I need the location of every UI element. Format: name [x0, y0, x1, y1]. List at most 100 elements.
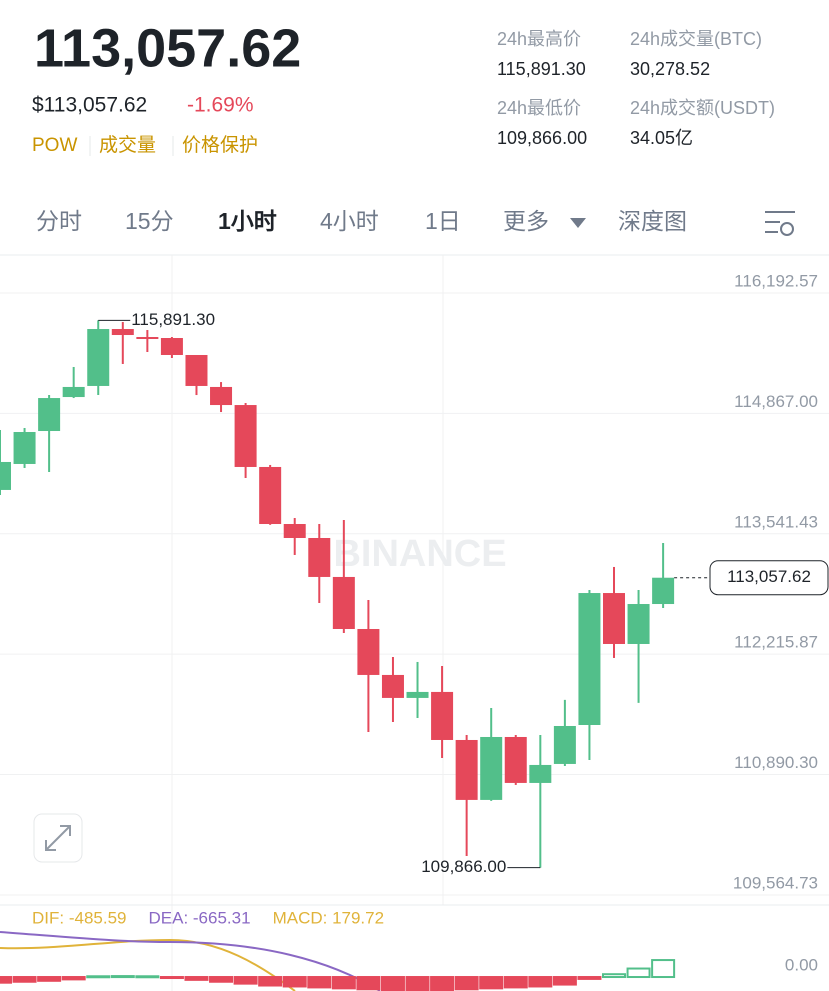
candle-body — [160, 338, 183, 355]
y-tick-label: 113,541.43 — [734, 512, 818, 531]
macd-bar — [37, 976, 62, 982]
tag[interactable]: POW — [32, 135, 77, 156]
macd-bar — [135, 975, 160, 979]
y-tick-label: 116,192.57 — [734, 271, 818, 290]
last-price-box — [709, 560, 829, 596]
candle-body — [185, 354, 208, 386]
y-tick-label: 110,890.30 — [734, 753, 818, 772]
macd-bar — [503, 976, 528, 989]
dif-line — [0, 938, 296, 991]
candle-body — [62, 386, 85, 398]
candle-body — [13, 432, 36, 464]
stat-label: 24h最高价 — [497, 29, 581, 49]
macd-bar — [430, 976, 455, 991]
candle-body — [332, 576, 355, 629]
macd-bar — [454, 976, 479, 991]
macd-bar — [282, 976, 307, 988]
candle-body — [431, 691, 454, 740]
macd-bar — [159, 976, 184, 980]
macd-bar — [405, 976, 430, 991]
macd-bar — [331, 976, 356, 990]
macd-bar — [479, 976, 504, 990]
macd-bar — [110, 975, 135, 979]
candle-body — [578, 593, 601, 725]
candle-body — [406, 691, 429, 698]
tab[interactable]: 深度图 — [618, 208, 687, 234]
candle-body — [357, 628, 380, 675]
candle-body — [0, 461, 11, 490]
tab[interactable]: 15分 — [125, 208, 174, 234]
legend-entry: DIF: -485.59 — [32, 908, 127, 927]
candle-body — [553, 725, 576, 764]
candle-chart: BINANCE 116,192.57 114,867.00 113,541.43 112… — [0, 271, 829, 896]
macd-bar — [528, 976, 553, 988]
candle-body — [259, 466, 282, 525]
macd-bar — [356, 976, 381, 991]
last-price-label: 113,057.62 — [727, 567, 811, 586]
candle-body — [652, 577, 675, 605]
stat-value: 30,278.52 — [630, 59, 710, 79]
macd-bar — [233, 976, 258, 985]
stat-value: 109,866.00 — [497, 128, 587, 148]
macd-chart: DIF: -485.59 DEA: -665.31 MACD: 179.72 0.00 — [0, 908, 818, 991]
tab[interactable]: 1小时 — [218, 208, 277, 234]
candle-body — [455, 739, 478, 800]
expand-button[interactable] — [33, 813, 83, 863]
candle-body — [136, 337, 159, 340]
candle-body — [308, 537, 331, 577]
dropdown-arrow[interactable] — [570, 218, 586, 228]
candle-body — [480, 736, 503, 800]
macd-bar — [61, 976, 86, 981]
settings-icon[interactable] — [765, 211, 795, 236]
stat-label: 24h最低价 — [497, 98, 581, 118]
stat-value: 115,891.30 — [497, 59, 586, 79]
change: -1.69% — [187, 94, 254, 117]
candle-body — [234, 405, 257, 467]
y-tick-label: 114,867.00 — [734, 392, 818, 411]
watermark: BINANCE — [333, 533, 506, 575]
tab[interactable]: 更多 — [503, 208, 549, 234]
macd-bar — [626, 967, 651, 979]
macd-bar — [0, 976, 12, 984]
macd-bar — [651, 959, 676, 979]
usd-price: $113,057.62 — [32, 94, 147, 117]
macd-bar — [184, 976, 209, 981]
dea-line — [0, 931, 381, 991]
candle-body — [529, 764, 552, 783]
tag[interactable]: 成交量 — [99, 134, 156, 156]
macd-bar — [577, 976, 602, 980]
tag[interactable]: 价格保护 — [182, 134, 258, 156]
candle-body — [627, 604, 650, 644]
macd-bar — [86, 975, 111, 979]
candle-body — [283, 524, 306, 538]
tab[interactable]: 1日 — [425, 208, 461, 234]
y-tick-label: 109,564.73 — [733, 873, 818, 892]
candle-body — [210, 386, 233, 406]
macd-bar — [258, 976, 283, 987]
stat-label: 24h成交量(BTC) — [630, 29, 762, 49]
stat-label: 24h成交额(USDT) — [630, 98, 775, 118]
macd-bar — [380, 976, 405, 991]
candle-body — [38, 398, 61, 432]
low-label: 109,866.00 — [421, 857, 506, 876]
tab[interactable]: 分时 — [36, 208, 82, 234]
y-tick-label: 112,215.87 — [734, 633, 818, 652]
macd-bar — [552, 976, 577, 986]
legend-entry: DEA: -665.31 — [149, 908, 251, 927]
macd-bar — [602, 973, 626, 979]
legend-entry: MACD: 179.72 — [273, 908, 385, 927]
high-label: 115,891.30 — [131, 310, 215, 329]
price: 113,057.62 — [34, 18, 301, 78]
macd-bar — [12, 976, 37, 983]
tab[interactable]: 4小时 — [320, 208, 379, 234]
macd-bar — [307, 976, 332, 989]
candle-body — [87, 329, 110, 386]
tabs: 分时 15分 1小时 4小时 1日 更多 深度图 — [36, 208, 687, 234]
macd-bar — [209, 976, 234, 983]
candle-body — [504, 736, 527, 783]
stat-value: 34.05亿 — [630, 128, 693, 148]
y-tick-label: 0.00 — [785, 956, 818, 975]
candle-body — [381, 674, 404, 698]
candle-body — [603, 593, 625, 644]
